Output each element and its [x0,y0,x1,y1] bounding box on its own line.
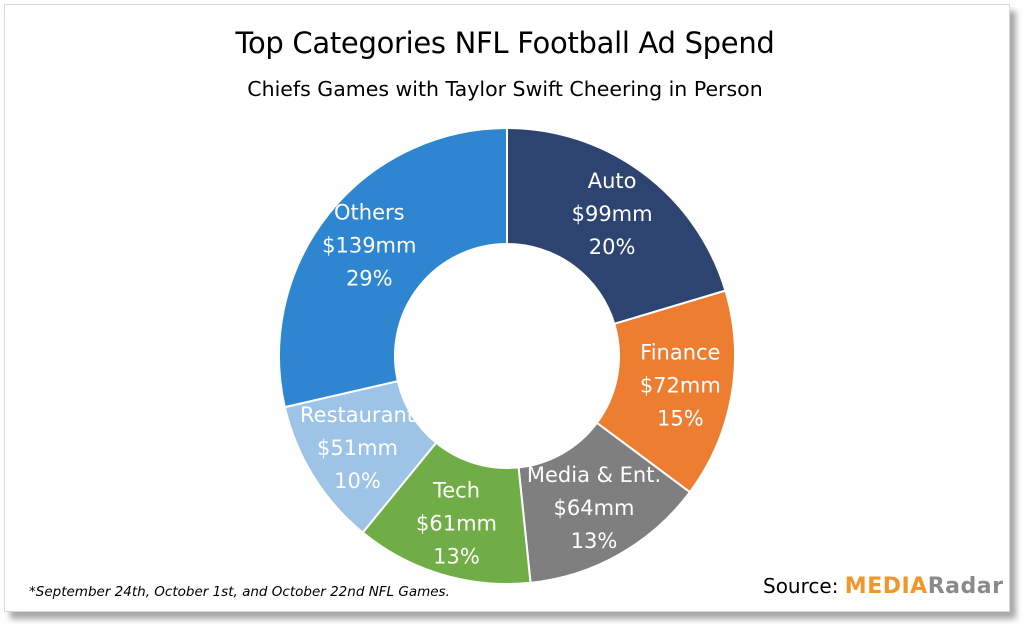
slice-label-4: Restaurant [300,403,415,427]
slice-percent-3: 13% [433,545,480,569]
source-label: Source: [763,574,839,598]
slice-amount-3: $61mm [416,512,497,536]
slice-percent-4: 10% [334,469,381,493]
slice-percent-2: 13% [571,529,618,553]
footnote: *September 24th, October 1st, and Octobe… [29,584,450,600]
slice-percent-0: 20% [589,235,636,259]
slice-others [278,126,508,409]
source-attribution: Source: MEDIARadar [763,574,1003,599]
slice-label-5: Others [334,200,405,224]
slice-amount-1: $72mm [640,374,721,398]
mediaradar-logo: MEDIARadar [845,574,1004,599]
slice-percent-1: 15% [657,407,704,431]
slice-amount-0: $99mm [572,202,653,226]
slice-finance [595,289,736,494]
chart-title: Top Categories NFL Football Ad Spend [235,26,775,60]
logo-part-radar: Radar [927,574,1004,599]
slice-percent-5: 29% [346,266,393,290]
slice-label-2: Media & Ent. [527,463,661,487]
slice-label-0: Auto [588,169,637,193]
slice-amount-2: $64mm [554,496,635,520]
chart-subtitle: Chiefs Games with Taylor Swift Cheering … [247,77,763,101]
slice-amount-5: $139mm [322,233,416,257]
slice-label-1: Finance [640,341,720,365]
slice-auto [506,126,727,326]
slice-label-3: Tech [432,479,480,503]
logo-part-media: MEDIA [844,574,928,599]
slice-amount-4: $51mm [317,436,398,460]
